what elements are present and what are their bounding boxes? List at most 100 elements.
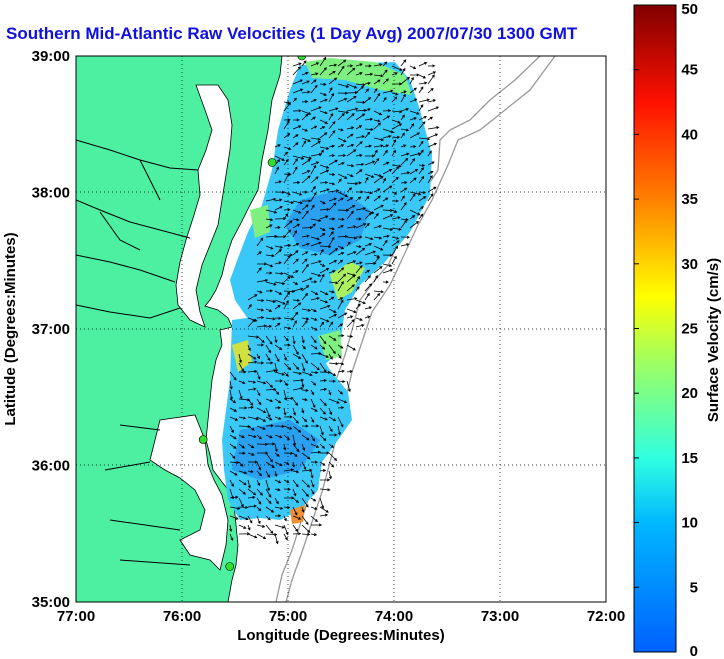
velocity-arrow [346, 83, 358, 89]
velocity-arrow [274, 281, 286, 285]
velocity-arrow [292, 62, 302, 67]
velocity-arrow [310, 470, 314, 479]
velocity-arrow [310, 137, 321, 141]
velocity-arrow [364, 144, 372, 148]
velocity-arrow [292, 461, 296, 468]
velocity-arrow [328, 353, 333, 360]
velocity-arrow [310, 317, 318, 321]
velocity-arrow [319, 119, 329, 124]
velocity-arrow [337, 323, 344, 328]
velocity-arrow [319, 56, 327, 67]
velocity-arrow [265, 479, 270, 492]
radar-stations [198, 56, 307, 571]
velocity-arrow [364, 117, 374, 121]
velocity-arrow [283, 487, 291, 491]
velocity-arrow [301, 140, 307, 148]
velocity-arrow [310, 84, 318, 94]
velocity-arrow [310, 164, 317, 175]
velocity-arrow [265, 353, 271, 362]
velocity-arrow [301, 443, 306, 451]
velocity-arrow [247, 434, 257, 438]
velocity-arrow [238, 406, 248, 410]
velocity-arrow [427, 150, 432, 157]
velocity-arrow [319, 425, 324, 436]
velocity-arrow [409, 193, 416, 202]
velocity-arrow [319, 434, 327, 442]
velocity-arrow [328, 443, 334, 448]
velocity-arrow [346, 251, 357, 256]
velocity-arrow [319, 200, 326, 205]
velocity-arrow [274, 155, 286, 161]
velocity-arrow [373, 256, 380, 265]
velocity-arrow [274, 290, 283, 295]
velocity-arrow [238, 389, 243, 400]
velocity-arrow [382, 78, 389, 85]
velocity-arrow [301, 251, 309, 256]
velocity-arrow [382, 280, 389, 284]
velocity-arrow [319, 207, 330, 211]
velocity-arrow [301, 335, 305, 344]
station-marker [198, 435, 208, 444]
velocity-arrow [265, 506, 275, 513]
velocity-arrow [265, 344, 272, 354]
velocity-arrow [382, 144, 390, 148]
velocity-arrow [382, 208, 394, 212]
velocity-arrow [373, 224, 382, 229]
velocity-arrow [238, 416, 247, 420]
velocity-arrow [346, 164, 355, 168]
x-axis-label: Longitude (Degrees:Minutes) [237, 627, 445, 644]
velocity-arrow [229, 524, 233, 533]
velocity-arrow [247, 504, 257, 508]
velocity-arrow [310, 523, 323, 527]
velocity-arrow [301, 308, 312, 312]
velocity-arrow [256, 308, 265, 312]
velocity-arrow [400, 90, 407, 94]
velocity-arrow [310, 398, 316, 409]
velocity-arrow [310, 326, 318, 331]
velocity-arrow [337, 128, 344, 132]
velocity-arrow [310, 443, 320, 448]
velocity-arrow [292, 497, 300, 504]
velocity-arrow [310, 72, 319, 76]
velocity-arrow [292, 515, 302, 520]
velocity-arrow [310, 272, 322, 277]
velocity-arrow [274, 335, 278, 344]
velocity-arrow [328, 290, 335, 294]
velocity-arrow [310, 497, 317, 502]
velocity-arrow [328, 398, 340, 404]
velocity-arrow [256, 451, 269, 455]
velocity-arrow [319, 290, 329, 296]
velocity-arrow [301, 380, 305, 388]
velocity-arrow [319, 497, 325, 509]
velocity-arrow [355, 162, 365, 166]
velocity-arrow [238, 479, 247, 486]
velocity-arrow [310, 362, 320, 371]
velocity-arrow [292, 158, 298, 166]
velocity-arrow [364, 191, 373, 195]
velocity-arrow [274, 470, 278, 477]
velocity-arrow [283, 272, 295, 278]
velocity-arrow [283, 172, 290, 184]
velocity-arrow [274, 389, 280, 395]
velocity-arrow [301, 362, 306, 372]
velocity-arrow [283, 229, 292, 238]
velocity-arrow [265, 245, 274, 250]
station-marker [267, 158, 277, 167]
velocity-arrow [310, 460, 319, 464]
velocity-arrow [292, 298, 301, 302]
velocity-arrow [373, 173, 382, 178]
velocity-arrow [409, 110, 420, 115]
velocity-arrow [247, 319, 256, 328]
velocity-arrow [301, 128, 309, 132]
velocity-arrow [400, 243, 410, 247]
velocity-arrow [238, 505, 249, 509]
velocity-arrow [319, 443, 326, 449]
velocity-arrow [346, 149, 357, 157]
velocity-arrow [346, 187, 353, 193]
velocity-arrow [265, 515, 271, 521]
velocity-arrow [355, 303, 361, 310]
velocity-arrow [283, 343, 291, 347]
velocity-arrow [283, 151, 288, 157]
velocity-arrow [382, 268, 394, 274]
velocity-arrow [292, 434, 297, 447]
